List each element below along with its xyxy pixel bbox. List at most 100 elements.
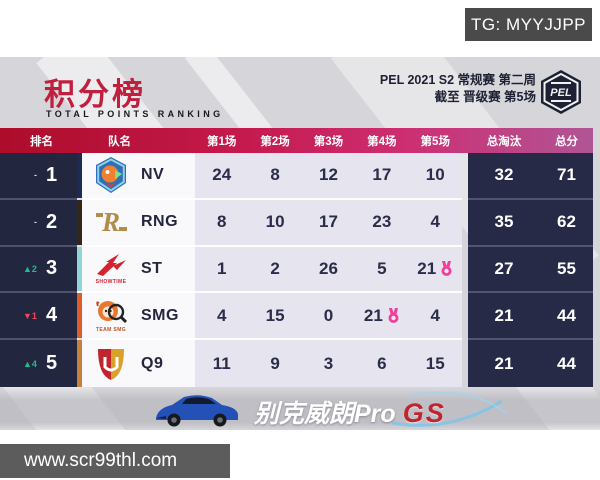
score-value: 12 — [319, 165, 338, 185]
score-cell: 9 — [248, 340, 302, 387]
team-cell: Q9 — [82, 340, 195, 387]
total-points-cell: 62 — [539, 199, 593, 247]
score-cell: 24 — [195, 153, 249, 200]
page-subtitle: TOTAL POINTS RANKING — [46, 109, 224, 119]
rank-cell: ▲4 5 — [0, 340, 77, 387]
score-cell: 11 — [195, 340, 249, 387]
ad-swoosh-decoration — [391, 391, 507, 427]
rank-change: ▲4 — [23, 358, 37, 369]
team-logo — [90, 156, 132, 194]
rng-logo-icon: R — [96, 207, 127, 237]
score-value: 10 — [425, 165, 445, 185]
table-row: ▲2 3 SHOWTIME ST 1 2 26 — [0, 246, 593, 294]
rank-change: ▲2 — [23, 263, 37, 274]
rank-change: - — [33, 217, 37, 228]
score-value: 24 — [212, 165, 232, 185]
column-header-rank: 排名 — [30, 135, 53, 148]
score-value: 5 — [377, 258, 387, 278]
telegram-handle: TG: MYYJJPP — [470, 14, 587, 34]
score-cell: 21 — [408, 246, 462, 294]
score-cell: 23 — [355, 199, 409, 247]
team-logo — [90, 347, 132, 381]
score-cell: 21 — [355, 293, 409, 341]
score-value: 23 — [372, 212, 392, 232]
score-cell: 17 — [355, 153, 409, 200]
team-color-strip — [77, 293, 82, 341]
score-cell: 4 — [408, 199, 462, 247]
score-value: 26 — [319, 258, 338, 278]
score-value: 3 — [323, 353, 334, 373]
table-row: ▼1 4 TEAM — [0, 293, 593, 341]
ranking-table: - 1 NV — [0, 153, 593, 387]
svg-text:PEL: PEL — [550, 87, 572, 99]
pel-logo-icon: PEL — [541, 70, 581, 114]
total-points-cell: 44 — [539, 293, 593, 341]
column-header-elims: 总淘汰 — [486, 135, 522, 148]
score-cell: 8 — [248, 153, 302, 200]
column-header-match1: 第1场 — [206, 135, 237, 148]
score-value: 17 — [372, 165, 392, 185]
score-value: 0 — [323, 305, 334, 325]
rank-cell: - 2 — [0, 199, 77, 247]
score-cell: 4 — [195, 293, 249, 341]
site-watermark: www.scr99thl.com — [0, 444, 230, 478]
team-name: SMG — [141, 306, 179, 324]
buick-car-image — [156, 395, 238, 427]
score-value: 2 — [270, 258, 280, 278]
score-cell: 10 — [248, 199, 302, 247]
table-header-row: 排名 队名 第1场 第2场 第3场 第4场 第5场 总淘汰 总分 — [0, 128, 593, 153]
score-cell: 10 — [408, 153, 462, 200]
score-value: 10 — [265, 212, 285, 232]
page-title: 积分榜 — [44, 77, 146, 112]
win-medal-icon — [388, 307, 399, 323]
team-logo: R — [90, 207, 132, 237]
team-logo: SHOWTIME — [90, 252, 132, 285]
score-value: 8 — [270, 165, 280, 185]
rank-cell: ▲2 3 — [0, 246, 77, 294]
team-smg-logo-icon — [96, 301, 128, 324]
team-color-strip — [77, 199, 82, 247]
score-value: 9 — [270, 353, 280, 373]
column-header-match4: 第4场 — [367, 135, 397, 148]
team-cell: R RNG — [82, 199, 195, 247]
score-cell: 15 — [248, 293, 302, 341]
rank-number: 4 — [45, 304, 58, 327]
team-cell: NV — [82, 153, 195, 200]
team-sub-label: SHOWTIME — [95, 279, 127, 286]
score-cell: 17 — [301, 199, 356, 247]
total-elims-cell: 35 — [467, 199, 540, 247]
ad-brand-name: 别克威朗Pro — [254, 400, 396, 428]
team-color-strip — [77, 340, 82, 387]
rank-cell: ▼1 4 — [0, 293, 77, 341]
showtime-logo-icon — [97, 254, 126, 277]
ad-text: 别克威朗Pro GS — [254, 394, 446, 430]
broadcast-frame: 积分榜 TOTAL POINTS RANKING PEL 2021 S2 常规赛… — [0, 57, 600, 430]
score-value: 17 — [319, 212, 338, 232]
rank-number: 5 — [45, 352, 58, 375]
team-color-strip — [77, 246, 82, 294]
score-cell: 1 — [195, 246, 249, 294]
score-cell: 4 — [408, 293, 462, 341]
score-cell: 15 — [408, 340, 462, 387]
rank-number: 2 — [45, 210, 58, 233]
rank-number: 3 — [45, 257, 58, 280]
table-row: - 2 R RNG 8 10 17 23 — [0, 199, 593, 247]
column-header-total: 总分 — [554, 135, 578, 148]
score-value: 15 — [265, 305, 285, 325]
team-sub-label: TEAM SMG — [95, 327, 127, 334]
team-name: RNG — [141, 213, 179, 231]
event-line-1: PEL 2021 S2 常规赛 第二周 — [379, 73, 536, 87]
score-cell: 26 — [301, 246, 356, 294]
score-value: 21 — [363, 305, 383, 325]
team-logo: TEAM SMG — [90, 298, 132, 333]
score-value: 1 — [216, 258, 227, 278]
score-value: 4 — [430, 212, 440, 232]
total-elims-cell: 27 — [467, 246, 540, 294]
table-row: - 1 NV — [0, 153, 593, 200]
team-name: NV — [141, 166, 165, 184]
team-name: Q9 — [141, 354, 164, 372]
column-header-match2: 第2场 — [260, 135, 290, 148]
table-row: ▲4 5 Q9 11 9 3 6 — [0, 340, 593, 387]
score-value: 6 — [377, 353, 387, 373]
